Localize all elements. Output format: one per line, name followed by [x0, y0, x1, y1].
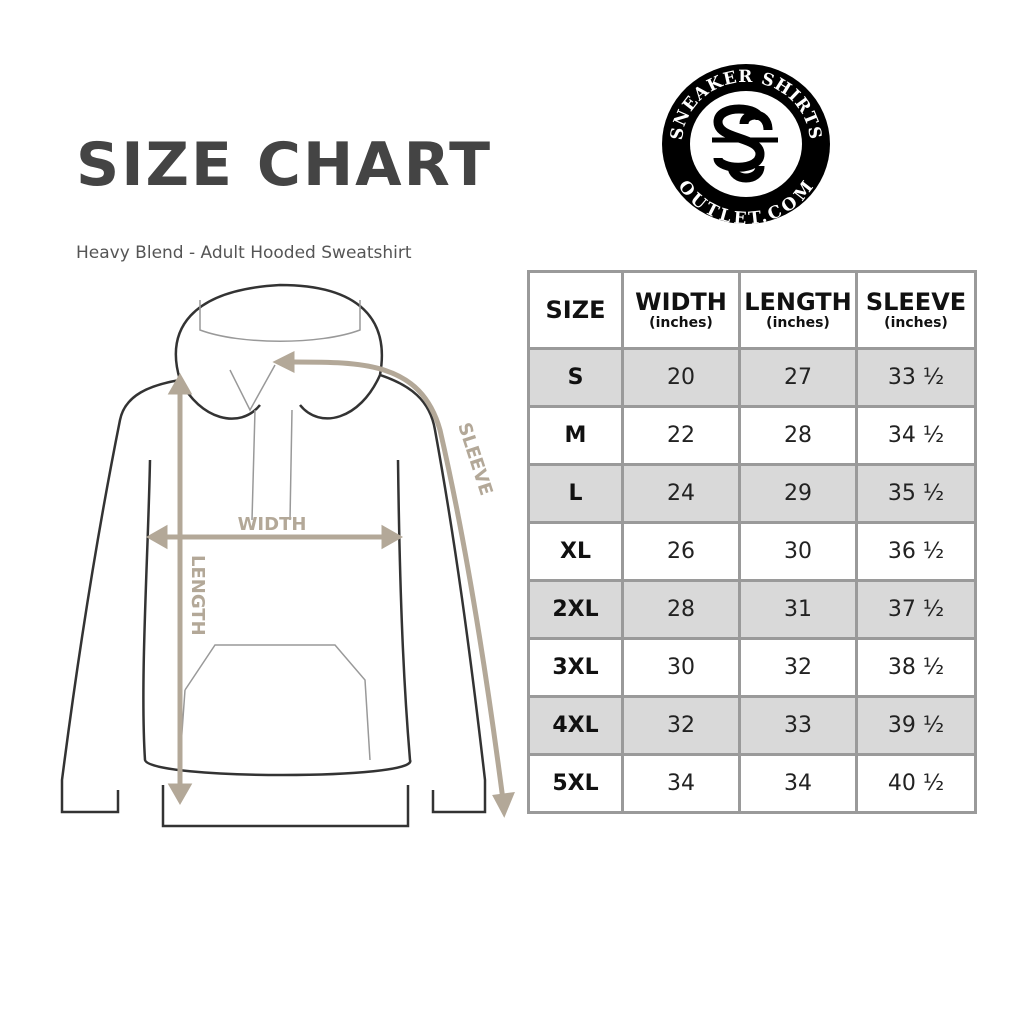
cell-sleeve: 34 ½: [855, 405, 977, 466]
width-label: WIDTH: [238, 514, 307, 535]
product-subtitle: Heavy Blend - Adult Hooded Sweatshirt: [76, 243, 412, 263]
cell-width: 32: [621, 695, 741, 756]
cell-size: M: [527, 405, 624, 466]
table-row: S 20 27 33 ½: [527, 347, 977, 408]
cell-sleeve: 39 ½: [855, 695, 977, 756]
cell-length: 30: [738, 521, 858, 582]
header-width: WIDTH (inches): [621, 270, 741, 350]
cell-length: 32: [738, 637, 858, 698]
header-sleeve: SLEEVE (inches): [855, 270, 977, 350]
cell-sleeve: 40 ½: [855, 753, 977, 814]
header-size: SIZE: [527, 270, 624, 350]
cell-sleeve: 37 ½: [855, 579, 977, 640]
cell-size: 2XL: [527, 579, 624, 640]
table-row: 4XL 32 33 39 ½: [527, 695, 977, 756]
cell-size: L: [527, 463, 624, 524]
cell-length: 33: [738, 695, 858, 756]
cell-width: 26: [621, 521, 741, 582]
hoodie-diagram: WIDTH LENGTH SLEEVE: [60, 283, 515, 828]
table-row: 3XL 30 32 38 ½: [527, 637, 977, 698]
cell-sleeve: 33 ½: [855, 347, 977, 408]
cell-size: 4XL: [527, 695, 624, 756]
cell-sleeve: 36 ½: [855, 521, 977, 582]
cell-length: 31: [738, 579, 858, 640]
logo-monogram-icon: [712, 104, 778, 183]
cell-size: 5XL: [527, 753, 624, 814]
cell-length: 28: [738, 405, 858, 466]
cell-width: 20: [621, 347, 741, 408]
table-header-row: SIZE WIDTH (inches) LENGTH (inches) SLEEVE…: [527, 270, 977, 350]
length-label: LENGTH: [187, 555, 208, 636]
brand-logo: SNEAKER SHIRTS OUTLET.COM: [662, 64, 830, 226]
hoodie-outline: [60, 283, 487, 828]
table-row: L 24 29 35 ½: [527, 463, 977, 524]
cell-width: 34: [621, 753, 741, 814]
page-title: SIZE CHART: [76, 130, 493, 200]
cell-length: 34: [738, 753, 858, 814]
cell-width: 30: [621, 637, 741, 698]
cell-sleeve: 35 ½: [855, 463, 977, 524]
sleeve-label: SLEEVE: [453, 420, 496, 498]
cell-size: XL: [527, 521, 624, 582]
cell-size: 3XL: [527, 637, 624, 698]
cell-length: 27: [738, 347, 858, 408]
header-length: LENGTH (inches): [738, 270, 858, 350]
cell-width: 28: [621, 579, 741, 640]
table-row: 2XL 28 31 37 ½: [527, 579, 977, 640]
size-table: SIZE WIDTH (inches) LENGTH (inches) SLEEVE…: [527, 270, 977, 814]
table-row: 5XL 34 34 40 ½: [527, 753, 977, 814]
table-row: M 22 28 34 ½: [527, 405, 977, 466]
cell-width: 24: [621, 463, 741, 524]
table-row: XL 26 30 36 ½: [527, 521, 977, 582]
cell-sleeve: 38 ½: [855, 637, 977, 698]
cell-width: 22: [621, 405, 741, 466]
cell-size: S: [527, 347, 624, 408]
cell-length: 29: [738, 463, 858, 524]
